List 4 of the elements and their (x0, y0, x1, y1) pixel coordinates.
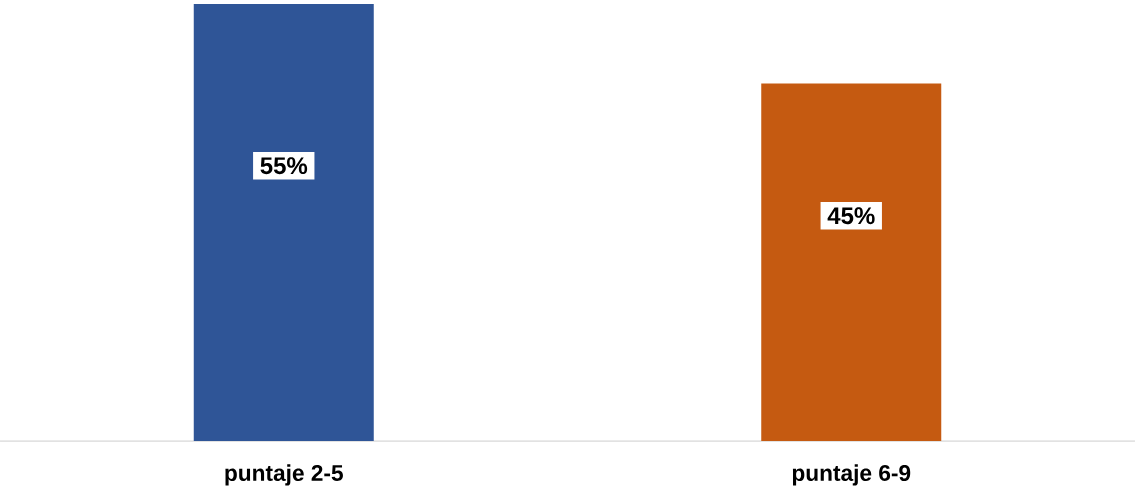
data-label: 55% (260, 157, 308, 175)
data-label: 45% (827, 207, 875, 225)
x-tick-label: puntaje 2-5 (225, 464, 343, 486)
x-tick-label: puntaje 6-9 (792, 464, 911, 486)
